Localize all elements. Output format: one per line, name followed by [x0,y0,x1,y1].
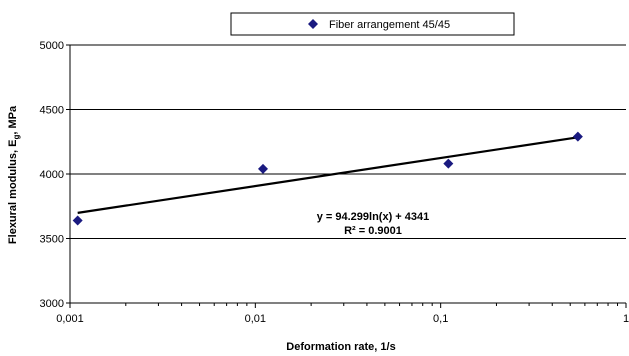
legend-box [230,12,515,36]
data-point [72,215,83,226]
y-axis-label: Flexural modulus, Eg, MPa [7,105,21,244]
data-point [258,163,269,174]
trendline [77,136,579,214]
legend: Fiber arrangement 45/45 [230,12,515,36]
x-tick-label: 0,01 [245,313,266,325]
y-axis-label-sub: g [12,135,21,140]
trendline-equation: y = 94.299ln(x) + 4341 [317,211,430,223]
x-tick-label: 0,001 [56,313,84,325]
x-tick-labels: 0,001 0,01 0,1 1 [56,313,629,325]
x-axis-label: Deformation rate, 1/s [286,341,395,353]
data-point [572,131,583,142]
y-tick-label: 3500 [40,234,64,246]
y-tick-label: 4500 [40,105,64,117]
y-tick-label: 4000 [40,169,64,181]
y-tick-label: 5000 [40,40,64,52]
r-squared-label: R² = 0.9001 [344,225,402,237]
axes [69,45,627,308]
x-tick-label: 0,1 [433,313,448,325]
y-axis-label-tail: , MPa [7,105,19,135]
legend-label: Fiber arrangement 45/45 [329,19,450,31]
data-point [443,158,454,169]
y-tick-label: 3000 [40,298,64,310]
grid [66,44,626,304]
data-points [72,131,583,226]
legend-marker [308,19,318,29]
y-axis-label-main: Flexural modulus, E [7,140,19,245]
x-tick-label: 1 [623,313,629,325]
y-tick-labels: 3000 3500 4000 4500 5000 [40,40,64,310]
trendline-group [77,136,579,214]
